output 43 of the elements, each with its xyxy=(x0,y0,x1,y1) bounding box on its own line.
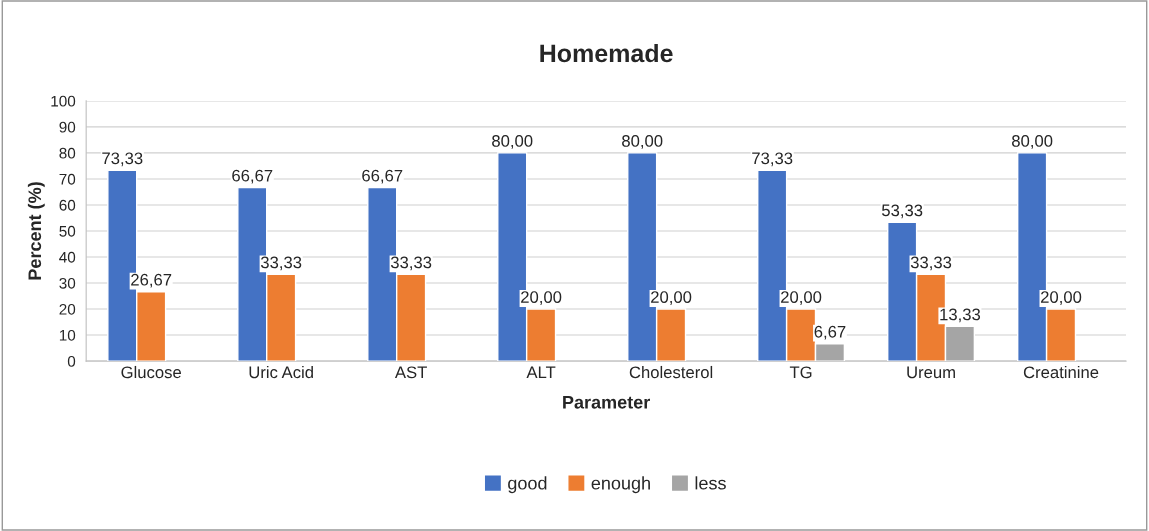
data-label: 26,67 xyxy=(131,273,172,288)
y-axis-title: Percent (%) xyxy=(27,182,45,280)
data-label: 73,33 xyxy=(102,152,143,167)
x-tick-label: Glucose xyxy=(121,365,181,379)
y-tick-label: 10 xyxy=(59,329,76,341)
y-tick-label: 70 xyxy=(59,173,76,185)
y-tick-label: 50 xyxy=(59,225,76,237)
y-tick-label: 20 xyxy=(59,303,76,315)
data-label: 80,00 xyxy=(492,135,533,149)
data-label: 66,67 xyxy=(362,169,403,184)
data-label: 66,67 xyxy=(232,169,273,184)
data-label: 33,33 xyxy=(390,256,432,271)
y-tick-label: 40 xyxy=(59,251,76,263)
data-label: 80,00 xyxy=(622,135,663,149)
data-label: 20,00 xyxy=(781,291,822,305)
data-label: 13,33 xyxy=(940,308,981,323)
x-tick-label: Cholesterol xyxy=(629,365,713,379)
data-label: 33,33 xyxy=(910,256,952,271)
x-tick-label: Creatinine xyxy=(1023,365,1099,379)
chart-title: Homemade xyxy=(540,43,673,63)
data-label: 20,00 xyxy=(521,291,562,305)
x-tick-label: TG xyxy=(789,366,812,379)
y-tick-label: 100 xyxy=(51,95,76,107)
legend-label: enough xyxy=(591,476,650,494)
x-tick-label: Ureum xyxy=(907,366,955,379)
data-label: 20,00 xyxy=(651,291,692,305)
x-axis-title: Parameter xyxy=(563,396,650,409)
data-label: 80,00 xyxy=(1012,135,1053,149)
y-tick-label: 60 xyxy=(59,199,76,211)
x-tick-label: AST xyxy=(394,366,427,379)
data-label: 73,33 xyxy=(752,152,793,167)
legend-label: good xyxy=(508,476,547,494)
y-tick-label: 0 xyxy=(67,355,76,367)
data-label: 33,33 xyxy=(260,256,302,271)
y-tick-label: 80 xyxy=(59,147,76,159)
data-label: 20,00 xyxy=(1041,291,1082,305)
data-label: 53,33 xyxy=(881,204,923,219)
x-tick-label: ALT xyxy=(526,366,556,379)
y-tick-label: 90 xyxy=(59,121,76,133)
data-label: 6,67 xyxy=(814,325,846,340)
y-tick-label: 30 xyxy=(59,277,76,289)
legend-label: less xyxy=(695,476,726,490)
x-tick-label: Uric Acid xyxy=(249,365,313,379)
